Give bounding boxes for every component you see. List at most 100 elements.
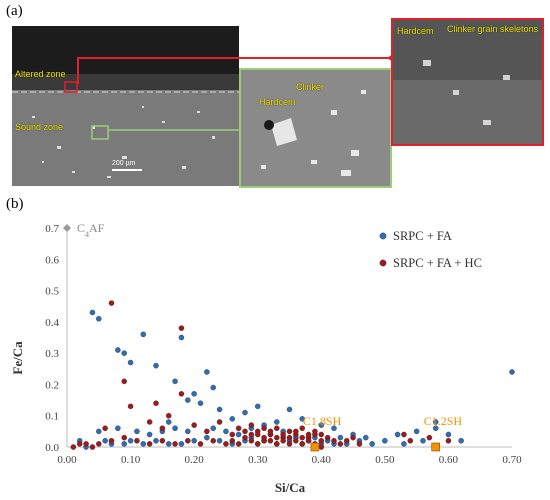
- data-point-srpc-fa: [318, 422, 325, 428]
- data-point-srpc-fa-hc: [267, 437, 274, 444]
- data-point-srpc-fa-hc: [343, 437, 350, 444]
- y-tick-label: 0.5: [45, 286, 59, 298]
- x-tick-label: 0.40: [312, 454, 332, 466]
- data-point-srpc-fa: [204, 434, 210, 441]
- data-point-srpc-fa-hc: [248, 422, 255, 428]
- data-point-srpc-fa-hc: [248, 437, 255, 444]
- data-point-srpc-fa: [432, 419, 439, 425]
- data-point-srpc-fa-hc: [223, 441, 229, 447]
- data-point-srpc-fa-hc: [235, 441, 242, 447]
- data-point-srpc-fa-hc: [70, 444, 77, 450]
- data-point-srpc-fa-hc: [96, 441, 102, 447]
- data-point-srpc-fa: [185, 397, 191, 403]
- data-point-srpc-fa-hc: [299, 425, 305, 431]
- c18sh-marker: [310, 442, 320, 452]
- data-point-srpc-fa: [185, 428, 191, 435]
- data-point-srpc-fa: [89, 309, 96, 316]
- data-point-srpc-fa: [121, 350, 127, 356]
- data-point-srpc-fa: [178, 334, 185, 341]
- chart-legend: SRPC + FA SRPC + FA + HC: [379, 229, 482, 270]
- legend-label: SRPC + FA: [393, 229, 452, 243]
- data-point-srpc-fa-hc: [127, 403, 134, 410]
- data-point-srpc-fa-hc: [261, 437, 267, 444]
- y-axis-label: Fe/Ca: [10, 341, 25, 375]
- data-point-srpc-fa: [509, 369, 515, 375]
- data-point-srpc-fa-hc: [267, 428, 274, 435]
- data-point-srpc-fa-hc: [445, 437, 452, 444]
- data-point-srpc-fa-hc: [197, 441, 204, 447]
- hardcem-label-sound: Hardcem: [259, 97, 296, 107]
- data-point-srpc-fa: [432, 425, 439, 431]
- data-point-srpc-fa: [96, 315, 102, 322]
- x-tick-label: 0.30: [248, 454, 268, 466]
- altered-zone-label: Altered zone: [15, 69, 66, 79]
- chart-annotations: C1.8SH C1.2SH C4AF: [63, 221, 463, 452]
- altered-zone-marker-box: [64, 81, 78, 93]
- data-point-srpc-fa-hc: [274, 441, 280, 447]
- data-point-srpc-fa-hc: [350, 434, 356, 441]
- panel-a-label: (a): [6, 3, 23, 19]
- data-point-srpc-fa: [140, 331, 147, 338]
- data-point-srpc-fa-hc: [178, 391, 185, 397]
- data-point-srpc-fa: [210, 384, 216, 391]
- data-point-srpc-fa-hc: [235, 425, 242, 431]
- data-point-srpc-fa: [121, 441, 127, 447]
- x-axis-label: Si/Ca: [275, 480, 306, 495]
- y-tick-label: 0.7: [45, 223, 59, 235]
- data-point-srpc-fa: [369, 441, 375, 447]
- data-point-srpc-fa: [216, 437, 223, 444]
- chart-ticks: 0.00 0.10 0.20 0.30 0.40 0.50 0.60 0.70 0.0 0.1 0.…: [45, 223, 522, 466]
- data-point-srpc-fa-hc: [426, 434, 433, 441]
- data-point-srpc-fa-hc: [318, 431, 325, 438]
- data-point-srpc-fa-hc: [248, 431, 255, 438]
- data-point-srpc-fa-hc: [299, 441, 305, 447]
- c4af-label: C4AF: [77, 221, 105, 239]
- hardcem-label-altered: Hardcem: [397, 26, 434, 36]
- data-point-srpc-fa: [235, 431, 242, 438]
- x-tick-label: 0.00: [57, 454, 77, 466]
- data-point-srpc-fa-hc: [254, 441, 261, 447]
- data-point-srpc-fa-hc: [108, 437, 115, 444]
- data-point-srpc-fa-hc: [159, 425, 166, 431]
- data-point-srpc-fa-hc: [293, 437, 299, 444]
- data-point-srpc-fa: [204, 369, 210, 375]
- data-point-srpc-fa-hc: [261, 425, 267, 431]
- data-point-srpc-fa: [127, 359, 134, 366]
- data-point-srpc-fa-hc: [242, 434, 248, 441]
- y-tick-label: 0.2: [45, 379, 59, 391]
- data-point-srpc-fa-hc: [312, 428, 318, 435]
- data-point-srpc-fa-hc: [407, 437, 414, 444]
- data-point-srpc-fa: [153, 437, 159, 444]
- c18sh-label: C1.8SH: [303, 414, 342, 428]
- data-point-srpc-fa-hc: [299, 434, 305, 441]
- data-point-srpc-fa: [134, 428, 140, 435]
- data-point-srpc-fa: [191, 437, 197, 444]
- data-point-srpc-fa: [363, 434, 369, 441]
- data-point-srpc-fa-hc: [204, 428, 210, 435]
- data-point-srpc-fa-hc: [254, 431, 261, 438]
- data-point-srpc-fa: [172, 378, 178, 385]
- c12sh-marker: [431, 442, 441, 452]
- data-point-srpc-fa-hc: [318, 444, 325, 450]
- legend-label: SRPC + FA + HC: [393, 256, 482, 270]
- data-point-srpc-fa-hc: [153, 400, 159, 406]
- scale-bar: [112, 169, 142, 171]
- data-point-srpc-fa-hc: [121, 434, 127, 441]
- x-tick-label: 0.10: [121, 454, 141, 466]
- data-point-srpc-fa-hc: [401, 431, 407, 438]
- sem-micrograph-altered-zoom: Hardcem Clinker grain skeletons: [391, 18, 544, 146]
- data-point-srpc-fa-hc: [318, 437, 325, 444]
- x-tick-label: 0.20: [185, 454, 205, 466]
- data-point-srpc-fa: [102, 437, 108, 444]
- legend-marker: [379, 259, 387, 267]
- data-point-srpc-fa-hc: [293, 428, 299, 435]
- clinker-label: Clinker: [296, 82, 325, 92]
- data-point-srpc-fa-hc: [286, 441, 293, 447]
- data-point-srpc-fa: [254, 403, 261, 410]
- data-point-srpc-fa-hc: [83, 441, 89, 447]
- data-point-srpc-fa-hc: [210, 437, 216, 444]
- data-point-srpc-fa: [242, 409, 248, 416]
- c12sh-label: C1.2SH: [424, 414, 463, 428]
- data-point-srpc-fa-hc: [280, 431, 286, 438]
- data-point-srpc-fa-hc: [121, 378, 127, 385]
